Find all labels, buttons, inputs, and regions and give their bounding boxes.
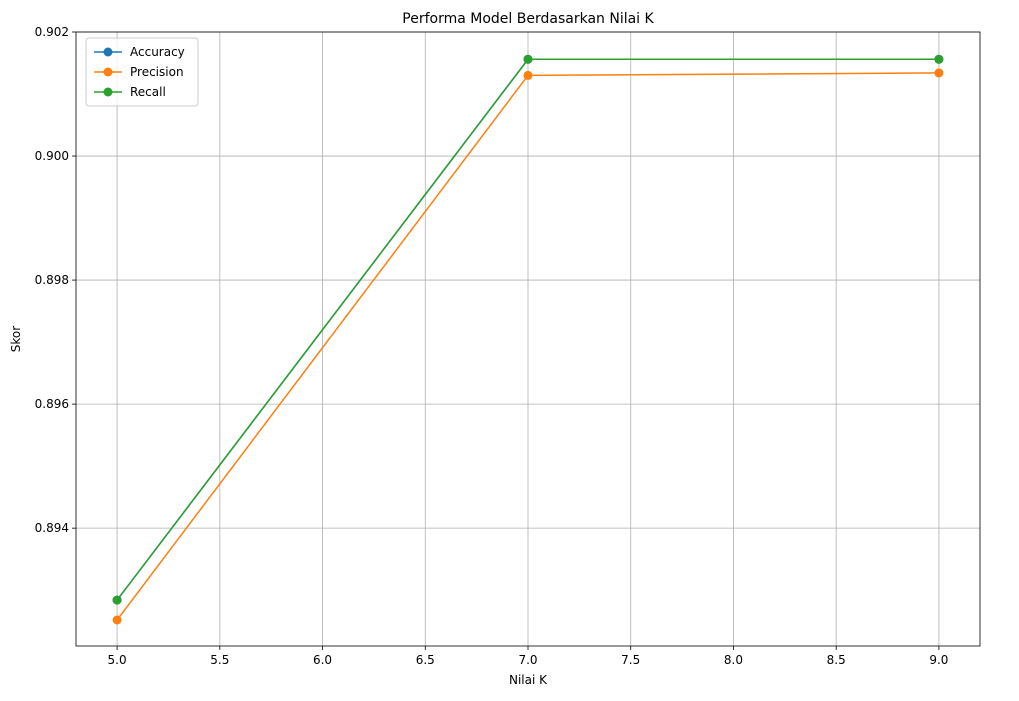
legend-item: Recall [94, 85, 166, 99]
data-point [934, 54, 944, 64]
legend-label: Recall [130, 85, 166, 99]
series-precision [112, 68, 944, 625]
ticks: 5.0 5.5 6.0 6.5 7.0 7.5 8.0 8.5 9.0 0.894 0.896 0.8… [35, 25, 949, 667]
series-layer [112, 54, 944, 625]
x-axis-label: Nilai K [509, 673, 548, 687]
chart-title: Performa Model Berdasarkan Nilai K [402, 11, 654, 27]
data-point [112, 615, 122, 625]
legend-items: Accuracy Precision Recall [94, 45, 185, 99]
legend-box [85, 37, 199, 107]
legend-marker [103, 67, 113, 77]
y-tick-label: 0.894 [35, 521, 69, 535]
y-axis-label: Skor [9, 326, 23, 352]
y-tick-label: 0.902 [35, 25, 69, 39]
data-point [112, 595, 122, 605]
x-tick-label: 5.5 [210, 653, 229, 667]
x-tick-label: 9.0 [929, 653, 948, 667]
grid [76, 31, 980, 646]
legend-marker [103, 47, 113, 57]
x-tick-label: 6.0 [313, 653, 332, 667]
series-recall [112, 54, 944, 605]
x-tick-label: 8.5 [827, 653, 846, 667]
data-point [934, 68, 944, 78]
y-tick-label: 0.900 [35, 149, 69, 163]
legend-item: Accuracy [94, 45, 185, 59]
legend-marker [103, 87, 113, 97]
x-tick-label: 6.5 [416, 653, 435, 667]
data-point [523, 70, 533, 80]
y-tick-label: 0.896 [35, 397, 69, 411]
x-tick-label: 5.0 [108, 653, 127, 667]
data-point [523, 54, 533, 64]
legend-item: Precision [94, 65, 184, 79]
legend-label: Accuracy [130, 45, 185, 59]
legend-label: Precision [130, 65, 184, 79]
x-tick-label: 8.0 [724, 653, 743, 667]
y-tick-label: 0.898 [35, 273, 69, 287]
x-tick-label: 7.0 [518, 653, 537, 667]
x-tick-label: 7.5 [621, 653, 640, 667]
legend: Accuracy Precision Recall [85, 37, 199, 107]
